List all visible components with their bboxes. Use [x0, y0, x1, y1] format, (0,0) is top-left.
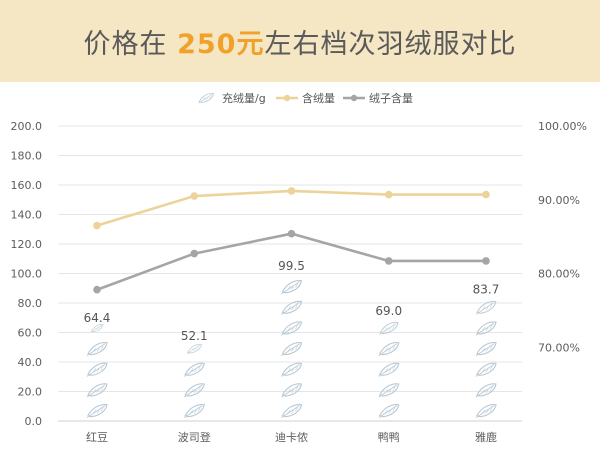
pictograph-bar: [280, 280, 303, 419]
combo-chart: 0.0 20.0 40.0 60.0 80.0 100.0 120.0 140.0 160.0 1…: [11, 91, 587, 444]
left-tick-label: 60.0: [18, 327, 43, 340]
feather-icon: [186, 343, 202, 355]
gridlines: [58, 125, 522, 422]
category-label: 雅鹿: [475, 430, 497, 444]
right-tick-label: 100.00%: [538, 120, 587, 133]
title-suffix: 左右档次羽绒服对比: [264, 28, 517, 60]
pictograph-bar: [475, 300, 497, 419]
pictograph-bar: [183, 343, 205, 419]
feather-icon: [90, 324, 104, 333]
feather-icon: [86, 362, 108, 377]
series-point: [384, 190, 393, 199]
feather-icon: [183, 403, 205, 419]
title-banner: 价格在 250元左右档次羽绒服对比: [0, 0, 600, 82]
data-label: 52.1: [181, 329, 208, 343]
legend-label: 绒子含量: [369, 91, 413, 105]
feather-icon: [280, 362, 303, 377]
x-axis: 红豆 波司登 迪卡侬 鸭鸭 雅鹿: [86, 430, 497, 444]
feather-icon: [183, 383, 205, 398]
series-point: [287, 229, 296, 238]
feather-icon: [280, 280, 303, 295]
series-point: [384, 257, 393, 265]
feather-icon: [280, 321, 303, 336]
right-tick-label: 70.00%: [538, 341, 580, 354]
data-label: 64.4: [84, 311, 111, 325]
series-line: [96, 189, 486, 227]
left-tick-label: 100.0: [11, 268, 43, 281]
feather-icon: [378, 342, 400, 357]
feather-icon: [475, 383, 497, 398]
pictograph-bar: [86, 324, 108, 419]
data-label: 99.5: [278, 259, 305, 273]
feather-icon: [475, 342, 497, 357]
right-tick-label: 80.00%: [538, 268, 580, 281]
category-label: 红豆: [86, 431, 108, 444]
left-tick-label: 160.0: [11, 179, 43, 192]
data-label: 69.0: [375, 304, 402, 318]
series-point: [190, 192, 199, 200]
feather-icon: [378, 362, 400, 377]
legend-marker: [283, 94, 291, 102]
title-prefix: 价格在: [83, 28, 178, 60]
category-label: 迪卡侬: [275, 431, 308, 444]
feather-icon: [475, 362, 497, 377]
legend-feather-icon: [198, 92, 214, 104]
right-tick-label: 90.00%: [538, 194, 580, 207]
feather-icon: [86, 403, 108, 419]
left-tick-label: 0.0: [25, 415, 43, 428]
left-tick-label: 40.0: [18, 356, 43, 369]
category-label: 波司登: [178, 430, 211, 444]
series-point: [93, 285, 101, 294]
left-axis: 0.0 20.0 40.0 60.0 80.0 100.0 120.0 140.0 160.0 1…: [11, 120, 43, 428]
pictograph-bar: [378, 321, 400, 419]
series-point: [482, 257, 490, 265]
feather-icon: [280, 383, 303, 398]
series-point: [482, 190, 490, 199]
line-series: [93, 187, 490, 294]
feather-icon: [378, 403, 400, 419]
left-tick-label: 140.0: [11, 209, 43, 222]
data-label: 83.7: [473, 283, 500, 297]
feather-icon: [475, 321, 497, 336]
feather-icon: [86, 383, 108, 398]
title-highlight-price: 250元: [177, 28, 265, 60]
right-axis: 70.00% 80.00% 90.00% 100.00%: [538, 120, 587, 354]
series-point: [190, 249, 199, 258]
pictograph-bars: 64.4 52.1 99.5 69.0 83.7: [84, 259, 500, 419]
left-tick-label: 180.0: [11, 150, 43, 163]
series-point: [287, 187, 296, 195]
series-point: [93, 221, 101, 230]
legend: 充绒量/g 含绒量 绒子含量: [198, 91, 413, 105]
feather-icon: [280, 342, 303, 357]
feather-icon: [378, 383, 400, 398]
feather-icon: [183, 362, 205, 377]
feather-icon: [280, 403, 303, 419]
legend-label: 充绒量/g: [222, 91, 266, 105]
left-tick-label: 200.0: [11, 120, 43, 133]
chart-title: 价格在 250元左右档次羽绒服对比: [84, 22, 517, 61]
legend-marker: [350, 94, 358, 102]
left-tick-label: 80.0: [18, 297, 43, 310]
left-tick-label: 20.0: [18, 386, 43, 399]
feather-icon: [86, 342, 108, 357]
left-tick-label: 120.0: [11, 238, 43, 251]
feather-icon: [475, 403, 497, 419]
legend-label: 含绒量: [302, 91, 335, 105]
category-label: 鸭鸭: [378, 431, 400, 444]
